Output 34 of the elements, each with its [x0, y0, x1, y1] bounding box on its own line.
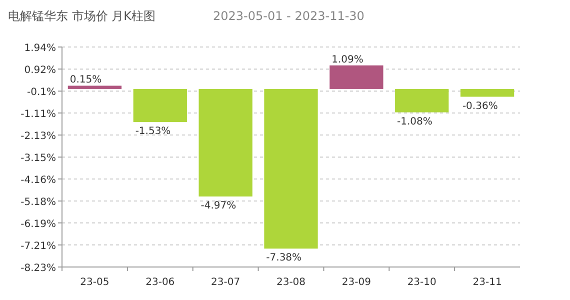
data-label: -4.97%	[200, 200, 236, 212]
x-tick-label: 23-10	[407, 277, 436, 288]
y-tick-label: 1.94%	[24, 43, 56, 54]
y-tick-label: -4.16%	[20, 174, 56, 186]
data-label: -1.53%	[135, 126, 171, 138]
y-tick-label: -5.18%	[20, 197, 56, 208]
chart-title: 电解锰华东 市场价 月K柱图	[8, 9, 156, 23]
x-tick-label: 23-08	[276, 277, 306, 288]
x-tick-label: 23-09	[342, 277, 371, 288]
bar	[395, 88, 449, 112]
y-tick-label: -1.11%	[20, 108, 56, 120]
y-tick-label: 0.92%	[24, 65, 56, 76]
bar	[460, 88, 514, 97]
x-tick-label: 23-05	[80, 277, 110, 288]
data-label: -0.36%	[462, 100, 498, 112]
data-label: -1.08%	[397, 116, 432, 128]
x-tick-label: 23-11	[472, 277, 502, 288]
chart-subtitle: 2023-05-01 - 2023-11-30	[213, 9, 364, 23]
data-label: -7.38%	[266, 252, 302, 264]
bar	[68, 86, 122, 89]
y-tick-label: -6.19%	[20, 218, 56, 230]
y-tick-label: -2.13%	[20, 131, 56, 142]
bar	[198, 88, 252, 196]
bar	[133, 88, 187, 122]
x-tick-label: 23-06	[146, 277, 175, 288]
data-label: 0.15%	[70, 74, 102, 86]
x-tick-label: 23-07	[211, 277, 240, 288]
y-tick-label: -3.15%	[20, 153, 56, 164]
bar	[264, 88, 318, 249]
data-label: 1.09%	[332, 54, 364, 66]
y-tick-label: -8.23%	[20, 263, 56, 274]
bar	[330, 65, 384, 89]
y-tick-label: -7.21%	[20, 240, 56, 252]
y-tick-label: -0.1%	[26, 87, 56, 98]
